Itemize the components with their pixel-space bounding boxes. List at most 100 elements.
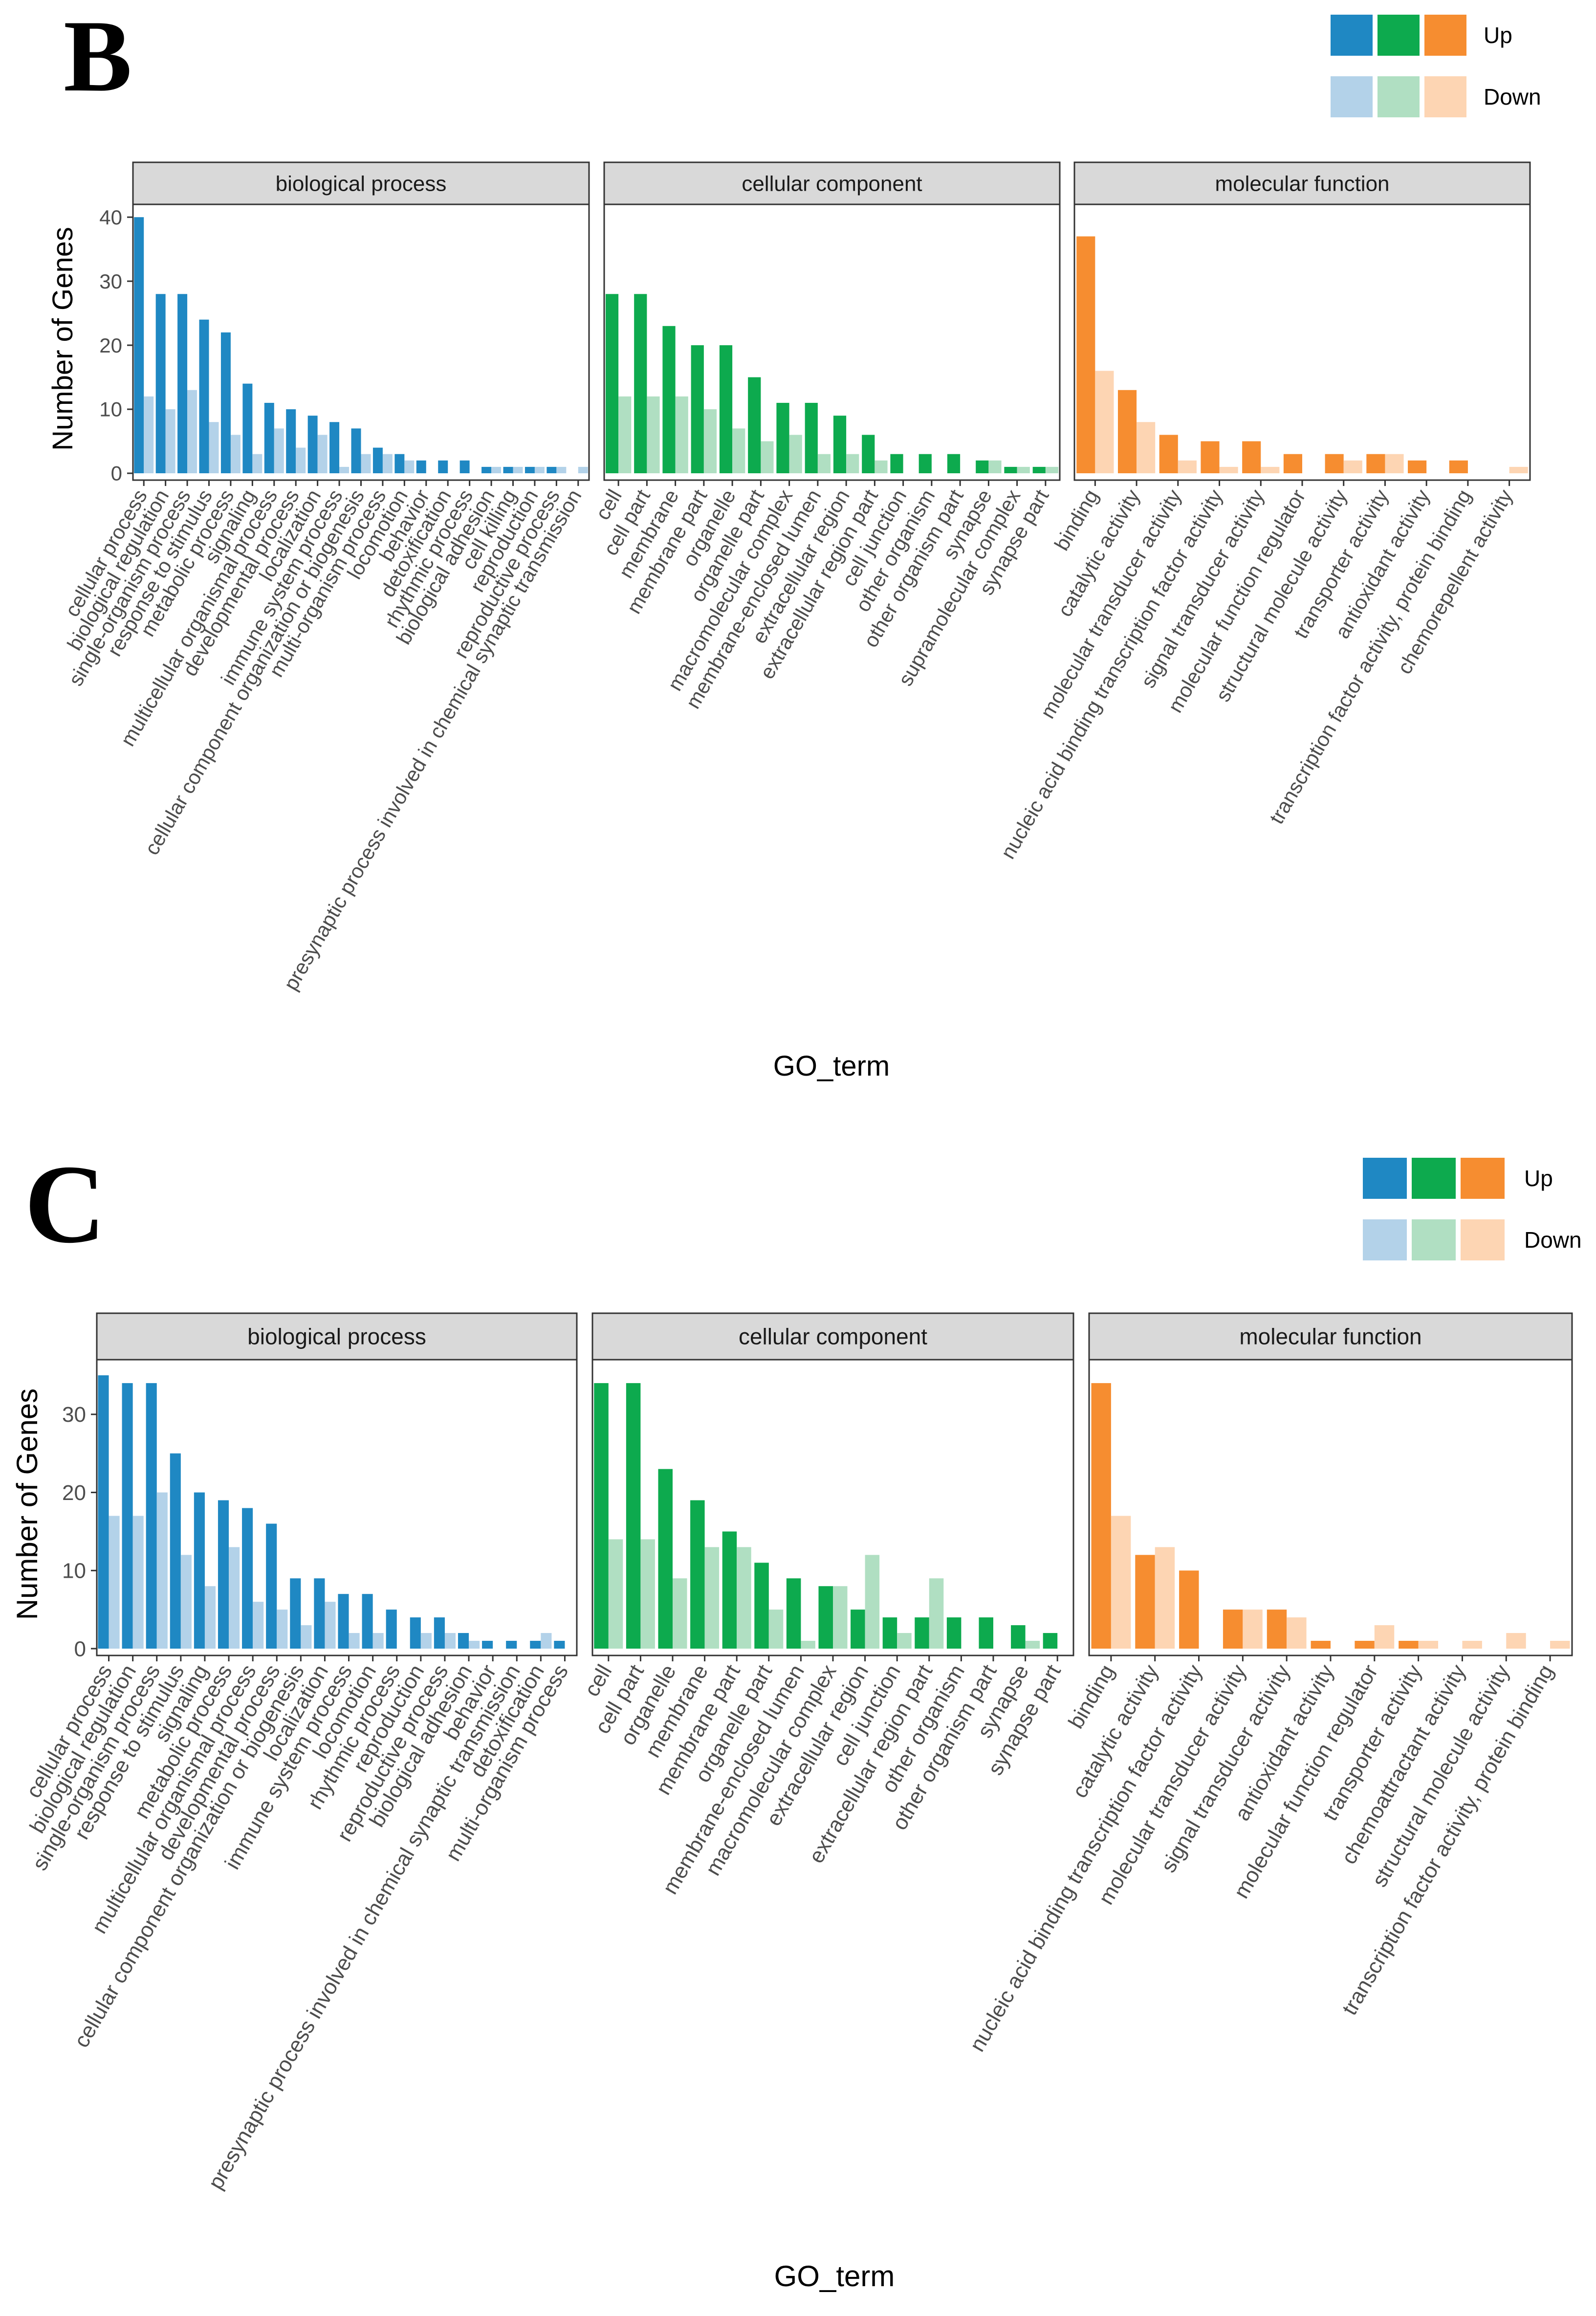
bar-up: [1091, 1383, 1111, 1649]
bar-up: [1449, 460, 1468, 473]
legend-down-swatch: [1331, 76, 1373, 117]
bar-down: [1506, 1633, 1526, 1649]
bar-down: [618, 396, 632, 473]
bar-down: [1343, 460, 1362, 473]
bar-down: [897, 1633, 912, 1649]
legend-down-label: Down: [1484, 84, 1541, 110]
bar-up: [1043, 1633, 1058, 1649]
x-axis-title: GO_term: [773, 1050, 890, 1082]
bar-up: [503, 466, 513, 473]
bar-up: [1076, 236, 1095, 473]
bar-up: [122, 1383, 133, 1649]
panel-letter: C: [24, 1142, 106, 1266]
bar-down: [165, 409, 175, 473]
bar-up: [410, 1617, 421, 1649]
bar-up: [947, 454, 961, 473]
bar-up: [338, 1594, 349, 1649]
facet-title: molecular function: [1215, 172, 1389, 196]
bar-up: [386, 1610, 397, 1649]
bar-up: [242, 383, 253, 473]
bar-down: [1261, 466, 1280, 473]
bar-up: [372, 447, 383, 473]
bar-down: [675, 396, 688, 473]
bar-up: [266, 1523, 277, 1649]
y-axis-title: Number of Genes: [11, 1389, 44, 1620]
bar-up: [434, 1617, 445, 1649]
bar-up: [351, 428, 361, 473]
bar-up: [786, 1578, 801, 1649]
legend-down-label: Down: [1524, 1227, 1582, 1253]
bar-up: [416, 460, 426, 473]
bar-down: [737, 1547, 751, 1649]
bar-down: [382, 454, 393, 473]
bar-up: [286, 409, 296, 473]
bar-down: [1017, 466, 1030, 473]
bar-up: [242, 1508, 253, 1649]
bar-up: [459, 460, 470, 473]
bar-down: [1385, 454, 1404, 473]
legend: Up Down: [1363, 1158, 1582, 1260]
bar-down: [209, 422, 219, 473]
bar-down: [317, 435, 328, 473]
bar-up: [199, 319, 209, 473]
panel-letter: B: [64, 0, 132, 113]
bar-up: [1242, 441, 1261, 473]
bar-down: [673, 1578, 687, 1649]
bar-up: [662, 326, 676, 473]
bar-up: [719, 345, 733, 473]
bar-down: [252, 454, 262, 473]
bar-down: [1137, 422, 1156, 473]
y-tick-label: 10: [99, 398, 122, 421]
bar-down: [513, 466, 523, 473]
bar-up: [1311, 1641, 1331, 1649]
bar-down: [801, 1641, 815, 1649]
bar-up: [264, 402, 274, 473]
bar-up: [1408, 460, 1427, 473]
bar-up: [481, 466, 492, 473]
bar-up: [722, 1531, 737, 1649]
bar-up: [134, 217, 144, 473]
bar-down: [988, 460, 1002, 473]
legend-up-swatch: [1412, 1158, 1456, 1199]
y-tick-label: 40: [99, 206, 122, 229]
facet-strip: [603, 161, 1061, 205]
bar-up: [882, 1617, 897, 1649]
facet-strip: [1073, 161, 1531, 205]
bar-up: [1223, 1610, 1243, 1649]
bar-up: [976, 460, 989, 473]
bar-up: [155, 294, 166, 473]
bar-up: [329, 422, 340, 473]
bar-up: [1283, 454, 1302, 473]
bar-down: [187, 390, 197, 473]
facet-title: cellular component: [742, 172, 922, 196]
bar-up: [690, 1500, 705, 1649]
bar-down: [1418, 1641, 1439, 1649]
y-tick-label: 30: [62, 1403, 86, 1427]
bar-up: [1135, 1555, 1155, 1649]
bar-down: [444, 1633, 456, 1649]
bar-down: [1374, 1625, 1395, 1649]
bar-up: [1117, 390, 1137, 473]
bar-down: [647, 396, 660, 473]
bar-up: [146, 1383, 157, 1649]
bar-down: [156, 1492, 168, 1649]
bar-down: [1243, 1610, 1263, 1649]
bar-down: [1155, 1547, 1175, 1649]
bar-down: [732, 428, 745, 473]
bar-up: [691, 345, 704, 473]
bar-up: [1159, 435, 1178, 473]
bar-up: [525, 466, 535, 473]
bar-up: [946, 1617, 962, 1649]
bar-up: [634, 294, 647, 473]
bar-up: [605, 294, 619, 473]
bar-down: [277, 1610, 288, 1649]
bar-up: [862, 435, 875, 473]
bar-up: [530, 1641, 541, 1649]
bar-up: [177, 294, 188, 473]
bar-down: [704, 1547, 720, 1649]
bar-down: [865, 1555, 880, 1649]
